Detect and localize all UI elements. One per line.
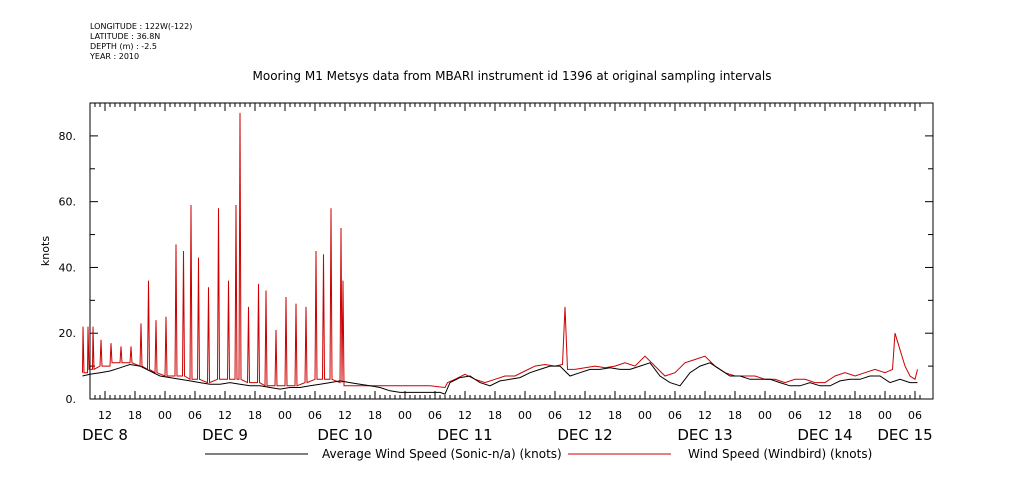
longitude-text: LONGITUDE : 122W(-122) [90, 22, 193, 31]
x-tick-label: 00 [518, 409, 532, 422]
x-tick-label: 12 [578, 409, 592, 422]
x-tick-label: 12 [698, 409, 712, 422]
x-tick-label: 12 [338, 409, 352, 422]
x-tick-label: 18 [488, 409, 502, 422]
x-day-label: DEC 11 [437, 426, 492, 444]
x-tick-label: 06 [548, 409, 562, 422]
legend-average-label: Average Wind Speed (Sonic-n/a) (knots) [322, 447, 562, 461]
metadata-block: LONGITUDE : 122W(-122) LATITUDE : 36.8N … [90, 22, 192, 62]
y-tick-label: 40. [59, 261, 77, 274]
y-axis-label: knots [39, 236, 52, 266]
x-tick-label: 00 [878, 409, 892, 422]
latitude-text: LATITUDE : 36.8N [90, 32, 161, 41]
y-axis: 0. 20. 40. 60. 80. [59, 102, 933, 406]
series-windbird-line [82, 112, 918, 389]
series-average-line [82, 362, 918, 395]
x-tick-label: 00 [758, 409, 772, 422]
x-tick-label: 00 [398, 409, 412, 422]
x-tick-label: 06 [668, 409, 682, 422]
x-tick-label: 18 [848, 409, 862, 422]
x-tick-label: 06 [428, 409, 442, 422]
legend-windbird-label: Wind Speed (Windbird) (knots) [688, 447, 872, 461]
x-day-label: DEC 13 [677, 426, 732, 444]
chart-title: Mooring M1 Metsys data from MBARI instru… [253, 69, 772, 83]
depth-text: DEPTH (m) : -2.5 [90, 42, 157, 51]
x-day-label: DEC 15 [877, 426, 932, 444]
x-tick-label: 00 [638, 409, 652, 422]
x-tick-label: 00 [158, 409, 172, 422]
legend: Average Wind Speed (Sonic-n/a) (knots) W… [205, 447, 872, 461]
x-tick-label: 06 [908, 409, 922, 422]
y-tick-label: 80. [59, 130, 77, 143]
series-layer [82, 112, 918, 395]
x-day-label: DEC 14 [797, 426, 852, 444]
x-axis: 12 18 00 06 12 18 00 06 12 18 00 06 12 18 00 06 12 18 00 06… [82, 103, 933, 444]
x-tick-label: 06 [308, 409, 322, 422]
x-tick-label: 06 [188, 409, 202, 422]
x-tick-label: 12 [98, 409, 112, 422]
x-day-label: DEC 8 [82, 426, 128, 444]
x-tick-label: 12 [818, 409, 832, 422]
x-tick-label: 12 [218, 409, 232, 422]
x-tick-label: 18 [608, 409, 622, 422]
x-day-label: DEC 10 [317, 426, 372, 444]
x-tick-label: 18 [368, 409, 382, 422]
x-tick-label: 18 [728, 409, 742, 422]
x-tick-label: 12 [458, 409, 472, 422]
x-day-label: DEC 12 [557, 426, 612, 444]
plot-frame [89, 102, 934, 400]
x-day-label: DEC 9 [202, 426, 248, 444]
x-tick-label: 00 [278, 409, 292, 422]
x-tick-label: 18 [128, 409, 142, 422]
y-tick-label: 20. [59, 327, 77, 340]
year-text: YEAR : 2010 [90, 52, 140, 61]
x-tick-label: 18 [248, 409, 262, 422]
y-tick-label: 0. [66, 393, 77, 406]
y-tick-label: 60. [59, 196, 77, 209]
x-tick-label: 06 [788, 409, 802, 422]
